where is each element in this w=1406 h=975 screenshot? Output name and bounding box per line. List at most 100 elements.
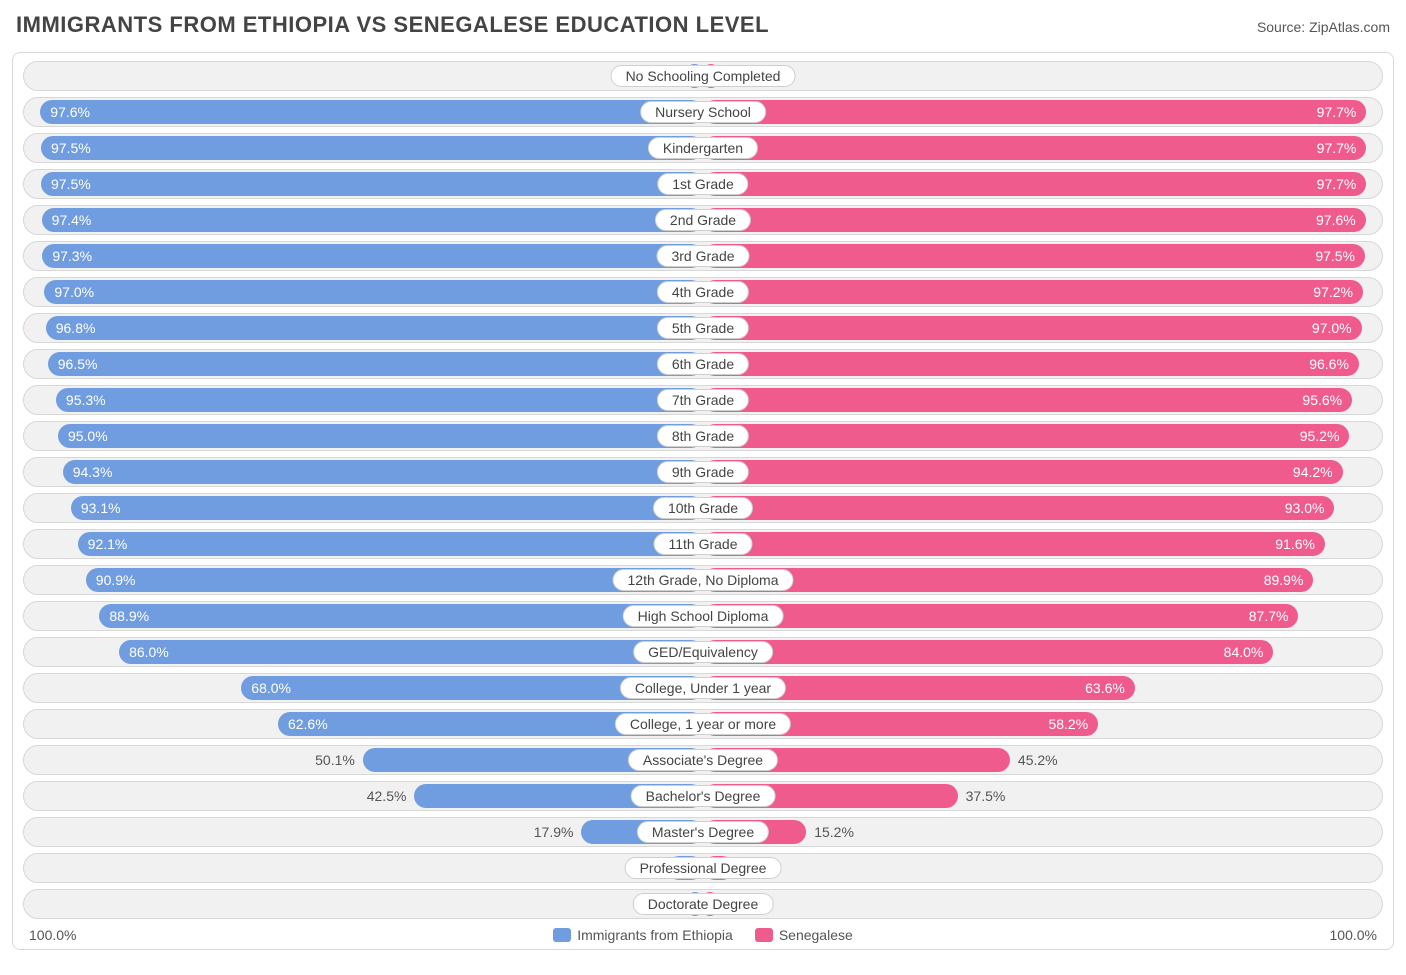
row-half-left: 50.1% xyxy=(24,746,703,774)
value-label-right: 97.5% xyxy=(1315,248,1355,264)
value-label-right: 97.7% xyxy=(1317,104,1357,120)
category-label: Kindergarten xyxy=(648,137,758,159)
value-label-left: 97.4% xyxy=(52,212,92,228)
axis-right-max: 100.0% xyxy=(1330,927,1377,943)
row-track: 94.3%94.2%9th Grade xyxy=(23,457,1383,487)
row-half-left: 97.5% xyxy=(24,170,703,198)
value-label-left: 97.5% xyxy=(51,140,91,156)
row-track: 42.5%37.5%Bachelor's Degree xyxy=(23,781,1383,811)
value-label-right: 94.2% xyxy=(1293,464,1333,480)
value-label-left: 96.8% xyxy=(56,320,96,336)
legend-swatch-right xyxy=(755,928,773,942)
row-half-left: 17.9% xyxy=(24,818,703,846)
row-track: 88.9%87.7%High School Diploma xyxy=(23,601,1383,631)
category-label: 10th Grade xyxy=(653,497,753,519)
bar-left xyxy=(42,244,703,268)
row-track: 92.1%91.6%11th Grade xyxy=(23,529,1383,559)
value-label-left: 42.5% xyxy=(367,788,407,804)
chart-title: IMMIGRANTS FROM ETHIOPIA VS SENEGALESE E… xyxy=(16,12,769,38)
value-label-left: 50.1% xyxy=(315,752,355,768)
row-track: 2.5%2.3%No Schooling Completed xyxy=(23,61,1383,91)
row-half-left: 97.3% xyxy=(24,242,703,270)
category-label: Doctorate Degree xyxy=(633,893,774,915)
source-prefix: Source: xyxy=(1257,19,1309,35)
row-track: 97.0%97.2%4th Grade xyxy=(23,277,1383,307)
source-name: ZipAtlas.com xyxy=(1309,19,1390,35)
chart-row: 96.5%96.6%6th Grade xyxy=(23,349,1383,379)
chart-panel: 2.5%2.3%No Schooling Completed 97.6% 97.7%… xyxy=(12,52,1394,950)
chart-row: 5.3%4.6%Professional Degree xyxy=(23,853,1383,883)
value-label-right: 97.7% xyxy=(1317,140,1357,156)
category-label: Associate's Degree xyxy=(628,749,778,771)
value-label-left: 95.3% xyxy=(66,392,106,408)
row-track: 86.0%84.0%GED/Equivalency xyxy=(23,637,1383,667)
row-track: 17.9% 15.2% Master's Degree xyxy=(23,817,1383,847)
row-half-left: 92.1% xyxy=(24,530,703,558)
value-label-left: 90.9% xyxy=(96,572,136,588)
row-track: 2.4%2.0%Doctorate Degree xyxy=(23,889,1383,919)
row-track: 95.3% 95.6%7th Grade xyxy=(23,385,1383,415)
legend: Immigrants from Ethiopia Senegalese xyxy=(553,927,853,943)
row-half-left: 2.5% xyxy=(24,62,703,90)
row-half-right: 97.6% xyxy=(703,206,1382,234)
chart-footer: 100.0% Immigrants from Ethiopia Senegale… xyxy=(23,925,1383,945)
row-half-left: 95.3% xyxy=(24,386,703,414)
value-label-right: 45.2% xyxy=(1018,752,1058,768)
chart-row: 90.9%89.9%12th Grade, No Diploma xyxy=(23,565,1383,595)
row-half-right: 4.6% xyxy=(703,854,1382,882)
row-track: 97.4%97.6%2nd Grade xyxy=(23,205,1383,235)
row-half-right: 2.0% xyxy=(703,890,1382,918)
bar-right xyxy=(703,604,1298,628)
bar-right xyxy=(703,244,1365,268)
row-half-right: 91.6% xyxy=(703,530,1382,558)
bar-right xyxy=(703,640,1273,664)
chart-rows-container: 2.5%2.3%No Schooling Completed 97.6% 97.7%… xyxy=(23,61,1383,919)
bar-right xyxy=(703,100,1366,124)
bar-left xyxy=(40,100,703,124)
bar-left xyxy=(99,604,703,628)
value-label-right: 89.9% xyxy=(1264,572,1304,588)
bar-right xyxy=(703,172,1366,196)
category-label: Master's Degree xyxy=(637,821,769,843)
value-label-left: 88.9% xyxy=(109,608,149,624)
category-label: 4th Grade xyxy=(657,281,749,303)
value-label-right: 93.0% xyxy=(1285,500,1325,516)
bar-left xyxy=(44,280,703,304)
bar-right xyxy=(703,460,1343,484)
row-track: 62.6%58.2%College, 1 year or more xyxy=(23,709,1383,739)
value-label-right: 91.6% xyxy=(1275,536,1315,552)
value-label-left: 97.3% xyxy=(52,248,92,264)
bar-right xyxy=(703,352,1359,376)
row-half-right: 95.6% xyxy=(703,386,1382,414)
row-half-right: 58.2% xyxy=(703,710,1382,738)
category-label: Nursery School xyxy=(640,101,766,123)
row-half-left: 96.5% xyxy=(24,350,703,378)
bar-right xyxy=(703,388,1352,412)
category-label: 8th Grade xyxy=(657,425,749,447)
category-label: Professional Degree xyxy=(625,857,782,879)
row-half-left: 97.0% xyxy=(24,278,703,306)
bar-left xyxy=(41,136,703,160)
row-track: 97.5% 97.7% Kindergarten xyxy=(23,133,1383,163)
bar-left xyxy=(42,208,703,232)
row-half-left: 95.0% xyxy=(24,422,703,450)
row-track: 95.0%95.2%8th Grade xyxy=(23,421,1383,451)
bar-right xyxy=(703,136,1366,160)
value-label-right: 15.2% xyxy=(814,824,854,840)
legend-swatch-left xyxy=(553,928,571,942)
category-label: 7th Grade xyxy=(657,389,749,411)
row-track: 97.3%97.5%3rd Grade xyxy=(23,241,1383,271)
category-label: 6th Grade xyxy=(657,353,749,375)
row-half-left: 97.6% xyxy=(24,98,703,126)
chart-row: 95.3% 95.6%7th Grade xyxy=(23,385,1383,415)
bar-left xyxy=(71,496,703,520)
value-label-left: 93.1% xyxy=(81,500,121,516)
row-track: 93.1% 93.0% 10th Grade xyxy=(23,493,1383,523)
axis-left-max: 100.0% xyxy=(29,927,76,943)
value-label-left: 62.6% xyxy=(288,716,328,732)
bar-left xyxy=(48,352,703,376)
category-label: 5th Grade xyxy=(657,317,749,339)
row-half-left: 68.0% xyxy=(24,674,703,702)
bar-left xyxy=(58,424,703,448)
chart-row: 2.5%2.3%No Schooling Completed xyxy=(23,61,1383,91)
